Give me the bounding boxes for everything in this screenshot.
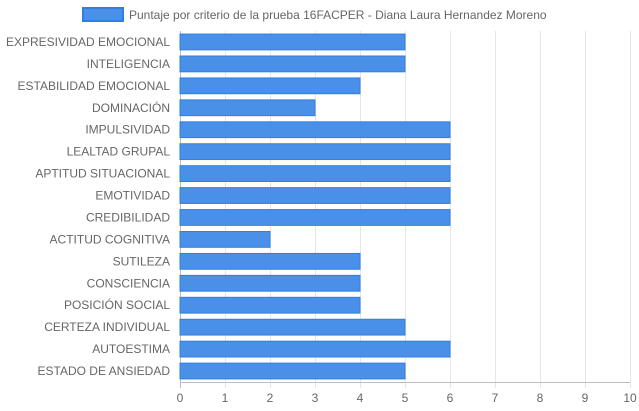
category-label: CERTEZA INDIVIDUAL bbox=[44, 320, 170, 334]
x-tick-label: 8 bbox=[537, 391, 544, 405]
category-label: SUTILEZA bbox=[113, 254, 170, 268]
category-label: APTITUD SITUACIONAL bbox=[35, 167, 170, 181]
bar[interactable] bbox=[179, 33, 406, 51]
category-label: IMPULSIVIDAD bbox=[85, 123, 170, 137]
bar[interactable] bbox=[179, 77, 361, 95]
category-label: LEALTAD GRUPAL bbox=[67, 145, 171, 159]
bar[interactable] bbox=[179, 318, 406, 336]
bar[interactable] bbox=[179, 274, 361, 292]
x-tick-label: 6 bbox=[447, 391, 454, 405]
x-tick-label: 1 bbox=[222, 391, 229, 405]
category-label: DOMINACIÓN bbox=[92, 100, 170, 115]
bar[interactable] bbox=[179, 121, 451, 139]
category-label: CREDIBILIDAD bbox=[86, 210, 170, 224]
bar[interactable] bbox=[179, 99, 316, 117]
chart-bars bbox=[179, 33, 451, 380]
x-tick-label: 5 bbox=[402, 391, 409, 405]
category-label: ACTITUD COGNITIVA bbox=[50, 232, 170, 246]
legend-label: Puntaje por criterio de la prueba 16FACP… bbox=[129, 8, 547, 22]
bar[interactable] bbox=[179, 340, 451, 358]
chart-legend[interactable]: Puntaje por criterio de la prueba 16FACP… bbox=[82, 7, 547, 22]
bar[interactable] bbox=[179, 165, 451, 182]
x-tick-label: 10 bbox=[623, 391, 637, 405]
x-tick-label: 9 bbox=[582, 391, 589, 405]
category-label: EMOTIVIDAD bbox=[95, 189, 170, 203]
bar[interactable] bbox=[179, 252, 361, 270]
x-tick-label: 0 bbox=[177, 391, 184, 405]
category-label: ESTADO DE ANSIEDAD bbox=[38, 364, 171, 378]
category-label: EXPRESIVIDAD EMOCIONAL bbox=[6, 35, 170, 49]
legend-swatch bbox=[82, 7, 124, 22]
x-tick-label: 2 bbox=[267, 391, 274, 405]
value-axis-tick-labels: 0 1 2 3 4 5 6 7 8 9 10 bbox=[177, 391, 637, 405]
bar[interactable] bbox=[179, 296, 361, 314]
x-tick-label: 4 bbox=[357, 391, 364, 405]
category-label: ESTABILIDAD EMOCIONAL bbox=[18, 79, 171, 93]
category-label: CONSCIENCIA bbox=[87, 276, 170, 290]
bar[interactable] bbox=[179, 187, 451, 204]
bar[interactable] bbox=[179, 55, 406, 73]
category-label: POSICIÓN SOCIAL bbox=[64, 297, 170, 312]
category-axis-labels: EXPRESIVIDAD EMOCIONAL INTELIGENCIA ESTABI… bbox=[6, 35, 170, 378]
bar[interactable] bbox=[179, 143, 451, 161]
x-tick-label: 3 bbox=[312, 391, 319, 405]
category-label: INTELIGENCIA bbox=[87, 57, 170, 71]
category-label: AUTOESTIMA bbox=[92, 342, 170, 356]
bar[interactable] bbox=[179, 362, 406, 380]
bar[interactable] bbox=[179, 209, 451, 226]
x-tick-label: 7 bbox=[492, 391, 499, 405]
bar[interactable] bbox=[179, 231, 271, 248]
